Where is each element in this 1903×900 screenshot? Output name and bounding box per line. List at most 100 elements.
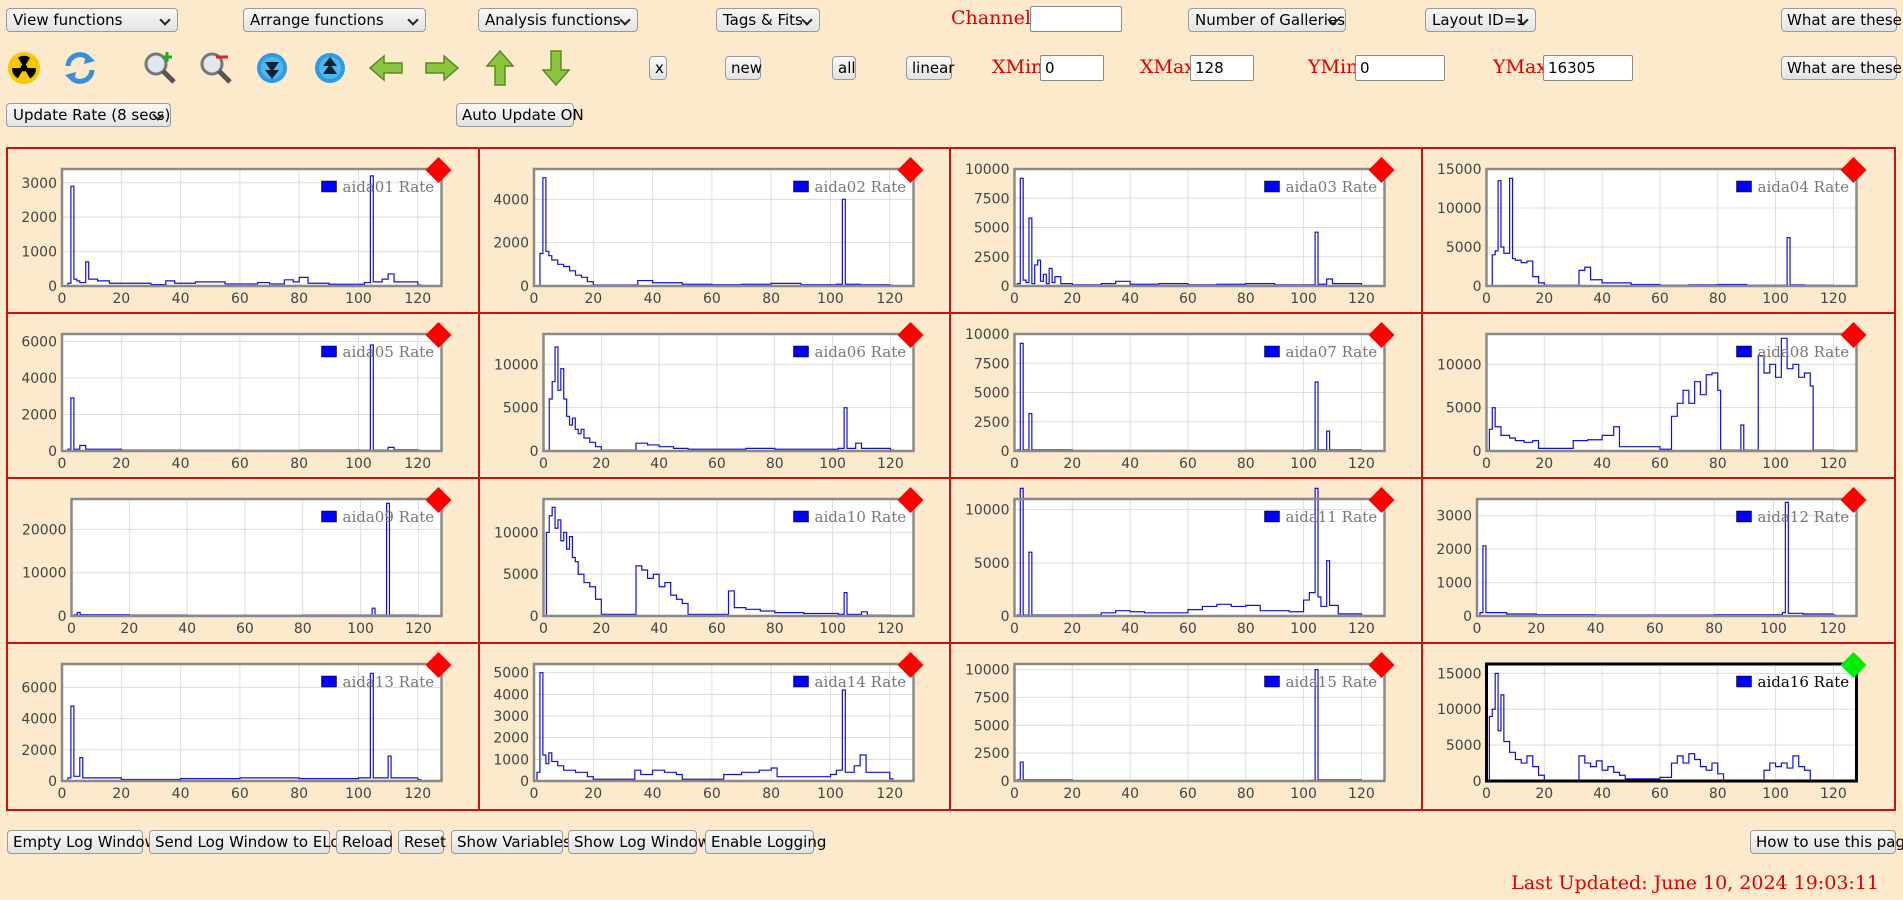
- x-tick-label: 40: [1121, 621, 1139, 637]
- ymin-label: YMin: [1308, 56, 1359, 78]
- histogram-panel[interactable]: 0 20 40 60 80 100 120 0 2500 5000 7500 10000 aida03 …: [951, 149, 1423, 314]
- x-tick-label: 80: [765, 621, 783, 637]
- x-tick-label: 100: [345, 456, 372, 472]
- channel-input[interactable]: [1030, 6, 1122, 32]
- how-to-use-button[interactable]: How to use this page: [1750, 830, 1903, 854]
- y-tick-label: 0: [520, 774, 529, 790]
- histogram-panel[interactable]: 0 20 40 60 80 100 120 0 5000 10000 aida08 Rate: [1422, 314, 1894, 479]
- histogram-panel[interactable]: 0 20 40 60 80 100 120 0 2000 4000 6000 aida13 Rate: [8, 644, 480, 809]
- x-tick-label: 40: [650, 456, 668, 472]
- left-arrow-icon[interactable]: [366, 48, 406, 88]
- plot-area: [533, 169, 913, 286]
- auto-update-button[interactable]: Auto Update ON: [456, 103, 584, 127]
- reload-button[interactable]: Reload: [336, 830, 393, 854]
- y-tick-label: 15000: [1436, 162, 1481, 178]
- histogram-panel[interactable]: 0 20 40 60 80 100 120 0 5000 10000 aida11 Rate: [951, 479, 1423, 644]
- xmax-input[interactable]: 128: [1190, 55, 1254, 81]
- shrink-y-icon[interactable]: [310, 48, 350, 88]
- plot-frame: [532, 167, 915, 288]
- all-button[interactable]: all: [832, 56, 856, 80]
- ymax-input[interactable]: 16305: [1543, 55, 1633, 81]
- legend-swatch: [792, 675, 809, 688]
- what-are-these-button-2[interactable]: What are these?: [1781, 56, 1903, 80]
- up-arrow-icon[interactable]: [480, 48, 520, 88]
- view-functions-select[interactable]: View functions: [6, 8, 178, 32]
- reset-button[interactable]: Reset: [398, 830, 446, 854]
- status-indicator-icon: [1368, 487, 1395, 513]
- what-are-these-button-1[interactable]: What are these?: [1781, 8, 1903, 32]
- x-tick-label: 120: [876, 291, 903, 307]
- histogram-panel[interactable]: 0 20 40 60 80 100 120 0 5000 10000 15000 aida04 Rat…: [1422, 149, 1894, 314]
- x-tick-label: 20: [592, 456, 610, 472]
- histogram-panel[interactable]: 0 20 40 60 80 100 120 0 2000 4000 6000 aida05 Rate: [8, 314, 480, 479]
- x-tick-label: 60: [1179, 456, 1197, 472]
- y-tick-label: 10000: [965, 327, 1010, 343]
- y-tick-label: 10000: [1436, 357, 1481, 373]
- histogram-series-line: [543, 346, 913, 452]
- xmin-input[interactable]: 0: [1040, 55, 1104, 81]
- radiation-icon[interactable]: [4, 48, 44, 88]
- plot-frame: [1013, 167, 1386, 288]
- histogram-panel[interactable]: 0 20 40 60 80 100 120 0 5000 10000 aida10 Rate: [479, 479, 951, 644]
- x-tick-label: 60: [1179, 786, 1197, 802]
- histogram-panel[interactable]: 0 20 40 60 80 100 120 0 2000 4000 aida02 Rate: [479, 149, 951, 314]
- histogram-panel[interactable]: 0 20 40 60 80 100 120 0 10000 20000 aida09 Rate: [8, 479, 480, 644]
- tags-fits-select[interactable]: Tags & Fits: [716, 8, 820, 32]
- histogram-panel[interactable]: 0 20 40 60 80 100 120 0 2500 5000 7500 10000 aida15 …: [951, 644, 1423, 809]
- histogram-panel[interactable]: 0 20 40 60 80 100 120 0 1000 2000 3000 aida01 Rate: [8, 149, 480, 314]
- histogram-panel[interactable]: 0 20 40 60 80 100 120 0 1000 2000 3000 aida12 Rate: [1422, 479, 1894, 644]
- x-tick-label: 80: [1705, 621, 1723, 637]
- histogram-panel[interactable]: 0 20 40 60 80 100 120 0 1000 2000 3000 4000 5000 aida…: [480, 644, 951, 809]
- histogram-panel[interactable]: 0 20 40 60 80 100 120 0 5000 10000 aida06 Rate: [479, 314, 951, 479]
- x-tick-label: 80: [1237, 786, 1255, 802]
- zoom-in-icon[interactable]: [140, 48, 180, 88]
- show-log-button[interactable]: Show Log Window: [568, 830, 710, 854]
- x-tick-label: 80: [1237, 621, 1255, 637]
- histogram-panel[interactable]: 0 20 40 60 80 100 120 0 5000 10000 15000 aida16 Rat…: [1423, 644, 1895, 809]
- status-indicator-icon: [1840, 487, 1866, 513]
- legend-label: aida16 Rate: [1757, 673, 1849, 691]
- analysis-functions-select[interactable]: Analysis functions: [478, 8, 638, 32]
- histogram-chart: 0 20 40 60 80 100 120 0 2500 5000 7500 10000 aida07 …: [965, 322, 1395, 472]
- y-tick-label: 3000: [1436, 509, 1472, 525]
- histogram-chart: 0 20 40 60 80 100 120 0 5000 10000 aida10 Rate: [493, 487, 923, 637]
- histogram-panel[interactable]: 0 20 40 60 80 100 120 0 2500 5000 7500 10000 aida07 …: [951, 314, 1423, 479]
- x-tick-label: 100: [819, 456, 846, 472]
- down-arrow-icon[interactable]: [536, 48, 576, 88]
- legend-swatch: [1264, 180, 1280, 193]
- x-tick-label: 120: [1348, 786, 1375, 802]
- refresh-icon[interactable]: [60, 48, 100, 88]
- x-tick-label: 100: [345, 786, 372, 802]
- x-tick-label: 20: [1063, 786, 1081, 802]
- update-rate-select[interactable]: Update Rate (8 secs): [6, 103, 171, 127]
- right-arrow-icon[interactable]: [422, 48, 462, 88]
- number-of-galleries-select[interactable]: Number of Galleries: [1188, 8, 1346, 32]
- y-tick-label: 0: [1001, 609, 1010, 625]
- histogram-chart: 0 20 40 60 80 100 120 0 5000 10000 aida06 Rate: [493, 322, 923, 472]
- plot-frame: [60, 167, 443, 288]
- y-tick-label: 5000: [974, 718, 1010, 734]
- x-button[interactable]: x: [649, 56, 667, 80]
- layout-id-select[interactable]: Layout ID=1: [1425, 8, 1536, 32]
- expand-y-icon[interactable]: [252, 48, 292, 88]
- show-variables-button[interactable]: Show Variables: [451, 830, 571, 854]
- zoom-out-icon[interactable]: [196, 48, 236, 88]
- x-tick-label: 0: [58, 456, 67, 472]
- new-button[interactable]: new: [725, 56, 762, 80]
- send-log-elog-button[interactable]: Send Log Window to ELog: [149, 830, 349, 854]
- legend-swatch: [1735, 675, 1752, 688]
- linear-button[interactable]: linear: [906, 56, 954, 80]
- arrange-functions-select[interactable]: Arrange functions: [243, 8, 426, 32]
- enable-logging-button[interactable]: Enable Logging: [705, 830, 826, 854]
- legend-label: aida01 Rate: [343, 178, 435, 196]
- plot-area: [533, 664, 913, 781]
- y-tick-label: 6000: [21, 334, 57, 350]
- legend-label: aida07 Rate: [1286, 343, 1378, 361]
- plot-area: [1486, 664, 1856, 781]
- y-tick-label: 2000: [493, 236, 529, 252]
- legend-swatch: [321, 345, 337, 358]
- y-tick-label: 10000: [493, 525, 538, 541]
- status-indicator-icon: [1368, 652, 1395, 678]
- ymin-input[interactable]: 0: [1355, 55, 1445, 81]
- empty-log-button[interactable]: Empty Log Window: [7, 830, 157, 854]
